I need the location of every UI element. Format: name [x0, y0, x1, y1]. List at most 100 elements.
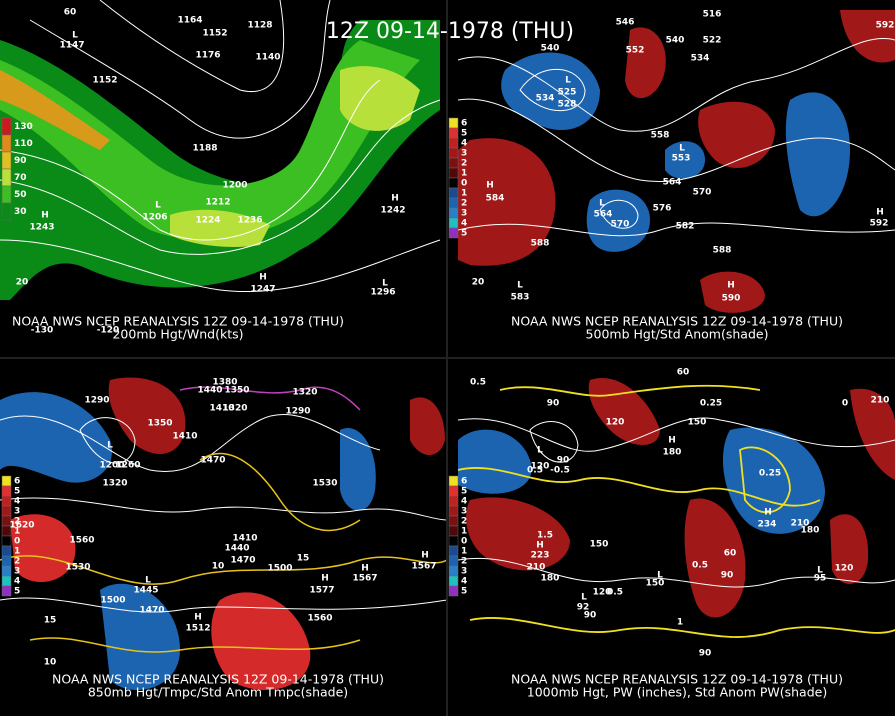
colorbar-label: 1 — [461, 189, 467, 199]
map-label: 1188 — [192, 144, 217, 154]
map-label: 1410 — [172, 432, 197, 442]
colorbar-label: 1 — [14, 527, 20, 537]
colorbar-label: 0 — [461, 179, 467, 189]
colorbar-label: 4 — [14, 577, 20, 587]
map-label: L — [517, 281, 523, 291]
map-label: 592 — [876, 21, 895, 31]
colorbar-label: 1 — [461, 527, 467, 537]
colorbar-label: 1 — [461, 169, 467, 179]
colorbar-swatch — [448, 127, 459, 139]
map-label: 1577 — [309, 586, 334, 596]
map-label: 582 — [676, 222, 695, 232]
map-label: 0.5 — [527, 466, 543, 476]
map-label: 1206 — [142, 213, 167, 223]
colorbar-label: 2 — [461, 517, 467, 527]
map-label: 0 — [842, 399, 848, 409]
panel-subcaption: 850mb Hgt/Tmpc/Std Anom Tmpc(shade) — [88, 685, 348, 700]
colorbar-swatch — [1, 202, 12, 221]
map-label: 90 — [557, 456, 570, 466]
colorbar-label: 3 — [14, 567, 20, 577]
colorbar-label: 1 — [461, 547, 467, 557]
map-label: 576 — [653, 204, 672, 214]
panel-1000mb-shading — [457, 378, 895, 638]
colorbar-label: 2 — [14, 557, 20, 567]
colorbar-swatch — [1, 134, 12, 153]
map-label: 1200 — [222, 181, 247, 191]
map-label: L — [72, 31, 78, 41]
colorbar-swatch — [448, 117, 459, 129]
panel-caption: NOAA NWS NCEP REANALYSIS 12Z 09-14-1978 … — [12, 314, 344, 329]
map-label: 534 — [691, 54, 710, 64]
colorbar-swatch — [448, 157, 459, 169]
colorbar-label: 2 — [461, 159, 467, 169]
map-label: 0.5 — [692, 561, 708, 571]
colorbar-label: 50 — [14, 190, 27, 200]
map-label: H — [876, 208, 884, 218]
map-label: 1350 — [147, 419, 172, 429]
colorbar-label: 2 — [461, 557, 467, 567]
map-label: 1128 — [247, 21, 272, 31]
map-label: 1152 — [202, 29, 227, 39]
map-label: 1140 — [255, 53, 280, 63]
map-label: 1350 — [224, 386, 249, 396]
map-label: H — [421, 551, 429, 561]
map-label: 180 — [801, 526, 820, 536]
colorbar-label: 4 — [461, 139, 467, 149]
map-label: 528 — [558, 100, 577, 110]
map-label: 1 — [677, 618, 683, 628]
colorbar-label: 4 — [461, 497, 467, 507]
map-label: H — [194, 613, 202, 623]
colorbar-label: 110 — [14, 139, 33, 149]
colorbar-label: 5 — [14, 487, 20, 497]
map-label: 1247 — [250, 285, 275, 295]
map-label: 90 — [721, 571, 734, 581]
map-label: 1290 — [84, 396, 109, 406]
map-label: 150 — [590, 540, 609, 550]
map-label: L — [657, 571, 663, 581]
map-label: 1567 — [352, 574, 377, 584]
colorbar-swatch — [1, 555, 12, 567]
map-label: 1164 — [177, 16, 202, 26]
map-label: 592 — [870, 219, 889, 229]
map-label: L — [155, 201, 161, 211]
colorbar-label: 5 — [461, 229, 467, 239]
map-label: 60 — [677, 368, 690, 378]
map-label: 234 — [758, 520, 777, 530]
map-label: 120 — [531, 462, 550, 472]
panel-caption: NOAA NWS NCEP REANALYSIS 12Z 09-14-1978 … — [52, 672, 384, 687]
panel-850mb-shading — [0, 377, 448, 690]
colorbar-swatch — [448, 167, 459, 179]
map-label: 1500 — [267, 564, 292, 574]
map-label: 1440 — [224, 544, 249, 554]
map-label: 180 — [663, 448, 682, 458]
colorbar-label: 3 — [461, 507, 467, 517]
colorbar-swatch — [1, 545, 12, 557]
colorbar-swatch — [1, 575, 12, 587]
map-label: L — [537, 446, 543, 456]
map-label: 558 — [651, 131, 670, 141]
colorbar-label: 4 — [14, 497, 20, 507]
colorbar-label: 5 — [461, 487, 467, 497]
colorbar-label: 130 — [14, 122, 33, 132]
colorbar-swatch — [448, 227, 459, 239]
map-label: 516 — [703, 10, 722, 20]
map-label: 1224 — [195, 216, 220, 226]
colorbar-swatch — [448, 187, 459, 199]
map-label: H — [361, 564, 369, 574]
map-label: 95 — [814, 574, 827, 584]
map-label: 15 — [44, 616, 57, 626]
map-label: 1296 — [370, 288, 395, 298]
colorbar-label: 0 — [461, 537, 467, 547]
map-label: 540 — [541, 44, 560, 54]
map-label: 0.5 — [470, 378, 486, 388]
map-label: 590 — [722, 294, 741, 304]
colorbar-label: 2 — [14, 517, 20, 527]
map-label: -0.5 — [550, 466, 570, 476]
map-label: -120 — [97, 326, 120, 336]
map-label: 1530 — [312, 479, 337, 489]
colorbar-swatch — [448, 545, 459, 557]
map-label: H — [727, 281, 735, 291]
colorbar-label: 5 — [14, 587, 20, 597]
